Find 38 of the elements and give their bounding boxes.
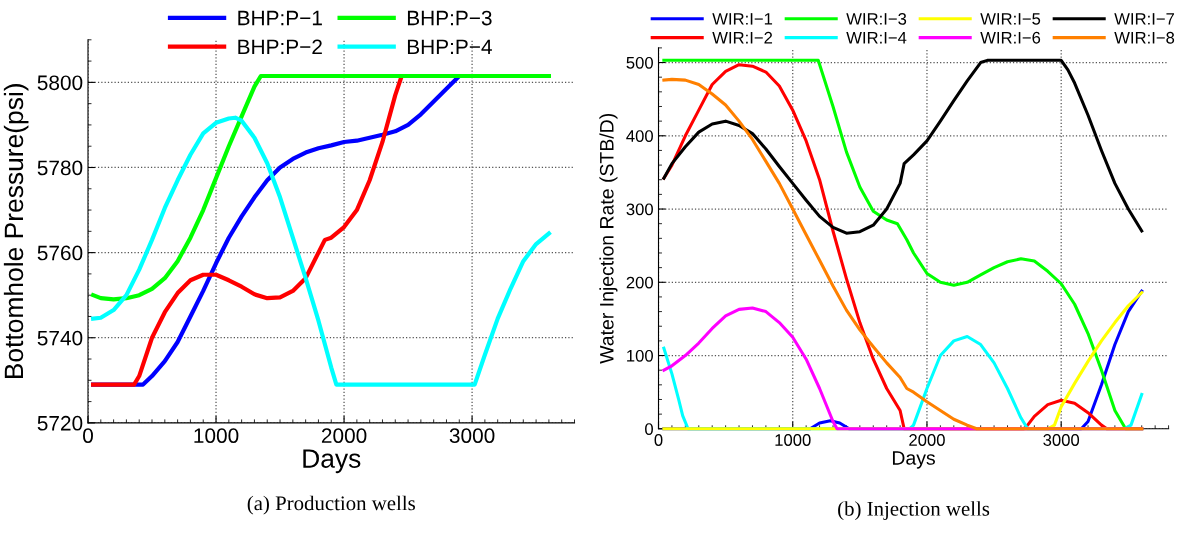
- line-series: [91, 73, 551, 302]
- y-tick-label: 500: [626, 56, 653, 69]
- x-tick-label: 1000: [194, 428, 239, 444]
- legend-label: WIR:I−5: [980, 13, 1041, 25]
- text: (a) Production wells: [247, 495, 415, 515]
- legend-label: WIR:I−6: [980, 31, 1041, 44]
- x-tick-label: 3000: [449, 428, 495, 444]
- y-axis-title: Water Injection Rate (STB/D): [599, 114, 618, 364]
- legend-label: WIR:I−3: [846, 12, 907, 25]
- legend-label: BHP:P−4: [407, 39, 492, 54]
- x-axis-title: Days: [892, 451, 935, 469]
- x-tick-label: 0: [654, 434, 663, 446]
- y-tick-label: 400: [626, 130, 653, 142]
- legend-label: WIR:I−2: [712, 31, 773, 44]
- y-tick-label: 5800: [37, 75, 83, 91]
- y-tick-label: 100: [627, 349, 653, 362]
- y-axis-title: Bottomhole Pressure(psi): [3, 84, 29, 379]
- legend-label: WIR:I−4: [846, 32, 907, 44]
- text: (b) Injection wells: [838, 501, 990, 521]
- x-tick-label: 0: [83, 428, 93, 444]
- x-tick-label: 3000: [1043, 434, 1080, 446]
- y-tick-label: 5780: [37, 160, 83, 176]
- x-axis-title: Days: [303, 449, 361, 474]
- y-tick-label: 5760: [37, 245, 83, 261]
- legend-label: WIR:I−8: [1114, 31, 1175, 44]
- x-tick-label: 2000: [321, 428, 367, 444]
- legend-label: BHP:P−1: [238, 10, 322, 26]
- x-tick-label: 2000: [909, 434, 945, 446]
- legend-label: WIR:I−7: [1114, 13, 1175, 25]
- legend-label: BHP:P−2: [238, 39, 322, 54]
- legend-label: BHP:P−3: [407, 10, 492, 26]
- y-tick-label: 300: [626, 203, 653, 216]
- y-tick-label: 200: [626, 276, 653, 289]
- x-tick-label: 1000: [775, 434, 811, 446]
- y-tick-label: 5720: [37, 415, 83, 431]
- legend-label: WIR:I−1: [712, 13, 773, 25]
- line-series: [662, 58, 1144, 235]
- y-tick-label: 5740: [37, 330, 83, 346]
